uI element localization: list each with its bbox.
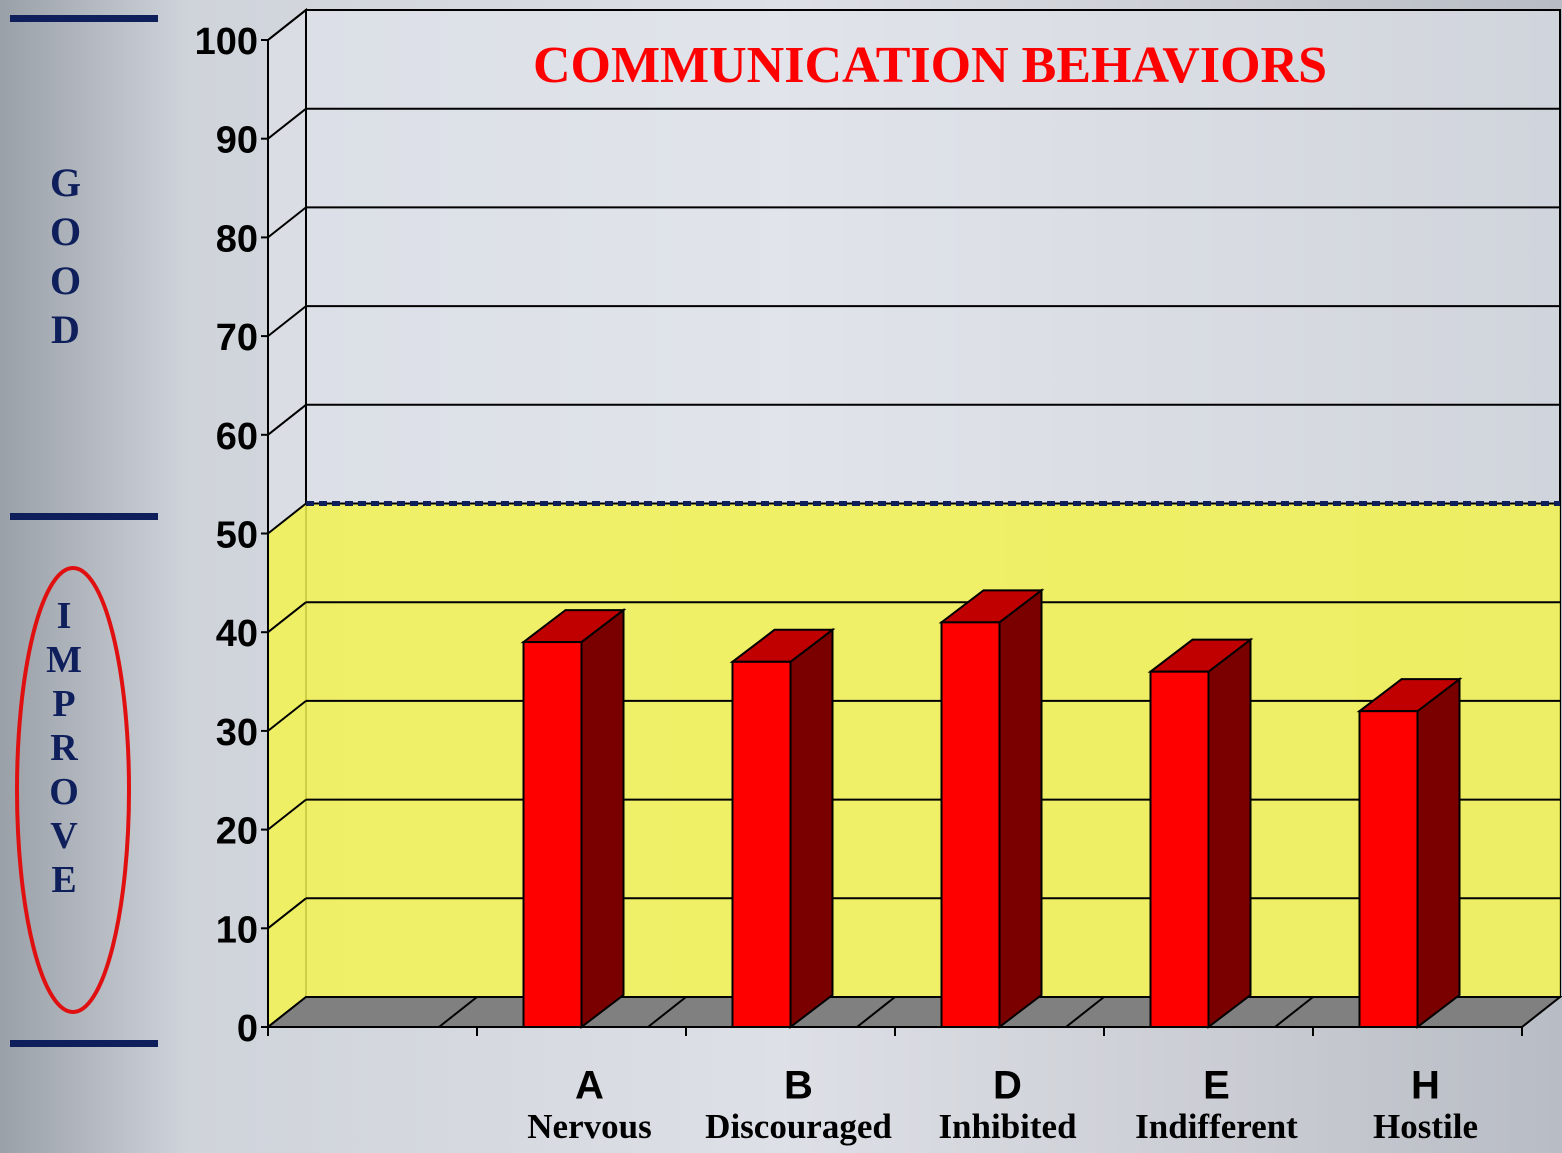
highlight-ellipse bbox=[15, 566, 131, 1014]
y-tick-label: 30 bbox=[216, 712, 258, 754]
grid-line bbox=[267, 9, 307, 41]
y-tick-label: 80 bbox=[216, 218, 258, 260]
bar bbox=[1149, 670, 1210, 1028]
category-description: Indifferent bbox=[1135, 1107, 1298, 1146]
y-tick-label: 100 bbox=[195, 21, 258, 63]
bar-side bbox=[789, 627, 834, 1030]
divider bbox=[10, 15, 158, 22]
grid-line bbox=[267, 601, 307, 633]
bar-side bbox=[580, 608, 625, 1030]
zone-label: GOOD bbox=[43, 160, 88, 356]
category-description: Hostile bbox=[1373, 1107, 1478, 1146]
grid-line bbox=[267, 206, 307, 239]
bar bbox=[940, 621, 1001, 1029]
bar-side bbox=[998, 588, 1043, 1030]
category-description: Inhibited bbox=[938, 1107, 1077, 1146]
category-description: Nervous bbox=[527, 1107, 651, 1146]
floor-divider bbox=[856, 996, 896, 1028]
zone-label: IMPROVE bbox=[43, 595, 85, 903]
divider bbox=[10, 1040, 158, 1047]
grid-line bbox=[267, 897, 307, 930]
grid-line bbox=[267, 305, 307, 337]
grid-line bbox=[267, 404, 307, 436]
floor-divider bbox=[1274, 996, 1314, 1028]
y-tick-label: 90 bbox=[216, 120, 258, 162]
floor-divider bbox=[438, 996, 478, 1028]
grid-line bbox=[267, 107, 307, 140]
x-tick-label: A bbox=[575, 1064, 604, 1108]
x-tick-label: H bbox=[1411, 1064, 1440, 1108]
y-tick-label: 60 bbox=[216, 416, 258, 458]
bar bbox=[1358, 710, 1419, 1028]
x-tick-label: D bbox=[993, 1064, 1022, 1108]
y-tick-label: 10 bbox=[216, 909, 258, 951]
floor-divider bbox=[647, 996, 687, 1028]
floor-divider bbox=[1065, 996, 1105, 1028]
bar-side bbox=[1207, 637, 1252, 1030]
divider bbox=[10, 513, 158, 520]
bar bbox=[522, 641, 583, 1028]
bar bbox=[731, 660, 792, 1028]
grid-line bbox=[267, 798, 307, 831]
x-tick-label: E bbox=[1203, 1064, 1230, 1108]
y-tick-label: 20 bbox=[216, 811, 258, 853]
chart-title: COMMUNICATION BEHAVIORS bbox=[533, 37, 1327, 94]
grid-line bbox=[267, 700, 307, 732]
x-tick-label: B bbox=[784, 1064, 813, 1108]
y-tick-label: 40 bbox=[216, 613, 258, 655]
grid-line bbox=[267, 502, 307, 535]
y-tick-label: 50 bbox=[216, 515, 258, 557]
y-tick-label: 0 bbox=[237, 1008, 258, 1050]
y-tick-label: 70 bbox=[216, 317, 258, 359]
threshold-band-side bbox=[268, 503, 306, 1027]
bar-side bbox=[1416, 677, 1461, 1030]
category-description: Discouraged bbox=[705, 1107, 892, 1146]
threshold-band bbox=[306, 503, 1560, 997]
